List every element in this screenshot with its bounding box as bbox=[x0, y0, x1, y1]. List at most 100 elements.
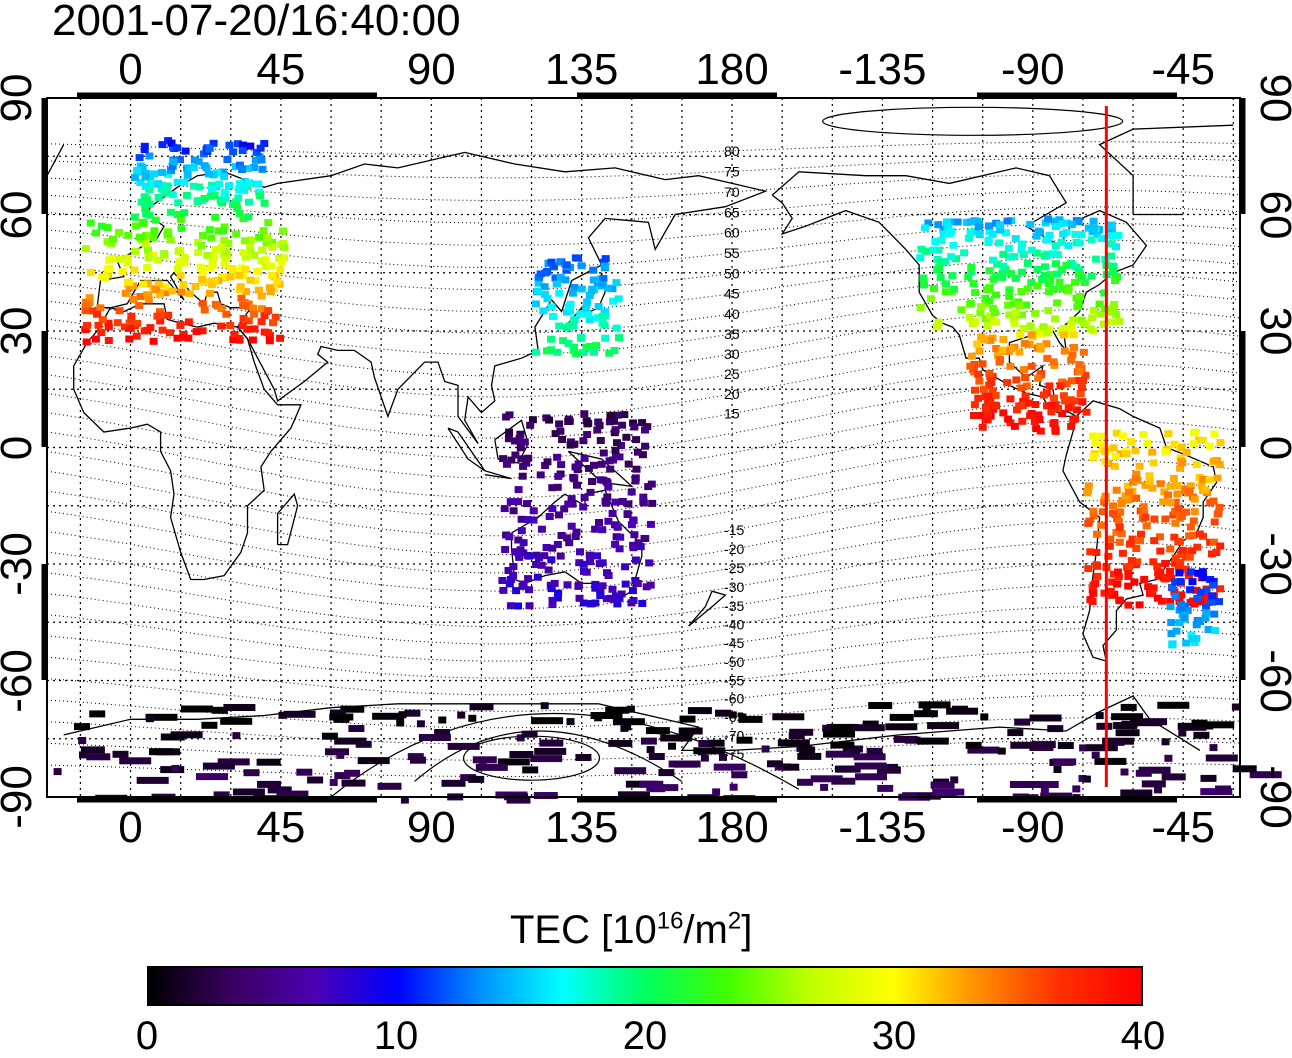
tec-cell bbox=[575, 754, 592, 761]
tec-cell bbox=[526, 421, 535, 429]
tec-cell bbox=[952, 255, 961, 263]
tec-cell bbox=[516, 734, 525, 742]
tec-cell bbox=[1087, 236, 1096, 244]
tec-cell bbox=[645, 727, 670, 735]
tec-cell bbox=[129, 295, 138, 303]
tec-cell bbox=[1100, 289, 1109, 297]
tec-cell bbox=[1084, 487, 1092, 495]
tec-cell bbox=[1201, 614, 1210, 622]
tec-cell bbox=[948, 218, 956, 226]
tec-cell bbox=[321, 732, 338, 740]
tec-cell bbox=[1107, 252, 1115, 260]
tec-cell bbox=[555, 289, 564, 297]
tec-cell bbox=[83, 321, 92, 329]
tec-cell bbox=[980, 713, 989, 721]
tec-cell bbox=[566, 441, 575, 449]
tec-cell bbox=[517, 527, 526, 535]
tec-cell bbox=[1174, 562, 1183, 570]
tec-cell bbox=[950, 776, 959, 784]
tec-cell bbox=[225, 141, 234, 149]
tec-cell bbox=[621, 563, 630, 571]
tec-cell bbox=[560, 505, 569, 513]
tec-cell bbox=[1149, 558, 1158, 566]
tec-cell bbox=[580, 410, 589, 418]
tec-cell bbox=[1015, 348, 1024, 356]
tec-cell bbox=[551, 274, 560, 282]
tec-cell bbox=[136, 178, 145, 186]
tec-cell bbox=[544, 566, 553, 574]
tec-cell bbox=[772, 713, 805, 721]
tec-cell bbox=[1023, 285, 1032, 293]
tec-cell bbox=[1148, 448, 1157, 456]
tec-cell bbox=[124, 231, 133, 239]
tec-cell bbox=[556, 273, 565, 281]
tec-cell bbox=[1164, 754, 1173, 762]
tec-cell bbox=[852, 724, 885, 732]
tec-cell bbox=[1077, 316, 1086, 324]
tec-cell bbox=[208, 181, 216, 189]
tec-cell bbox=[601, 334, 610, 342]
tec-cell bbox=[1154, 572, 1163, 580]
tec-cell bbox=[167, 167, 175, 175]
tec-cell bbox=[410, 756, 426, 764]
tec-cell bbox=[1210, 518, 1219, 526]
tec-cell bbox=[189, 164, 198, 171]
tec-cell bbox=[555, 511, 563, 519]
tec-cell bbox=[151, 216, 160, 224]
tec-cell bbox=[965, 314, 974, 321]
tec-cell bbox=[604, 517, 613, 525]
tec-cell bbox=[112, 750, 129, 758]
tec-cell bbox=[250, 310, 259, 318]
tec-cell bbox=[1088, 432, 1097, 440]
tec-cell bbox=[783, 763, 800, 771]
tec-cell bbox=[211, 213, 220, 221]
tec-cell bbox=[1167, 619, 1176, 626]
tec-cell bbox=[514, 602, 522, 610]
tec-cell bbox=[1202, 609, 1211, 617]
tec-cell bbox=[1027, 362, 1036, 370]
tec-cell bbox=[1149, 584, 1158, 592]
tec-cell bbox=[279, 227, 287, 235]
tec-cell bbox=[1060, 331, 1068, 339]
tec-cell bbox=[1005, 286, 1014, 294]
tec-cell bbox=[590, 348, 598, 356]
tec-cell bbox=[1088, 314, 1097, 322]
tec-cell bbox=[618, 791, 650, 799]
tec-cell bbox=[1097, 432, 1106, 440]
tec-cell bbox=[1149, 459, 1158, 467]
tec-cell bbox=[516, 430, 525, 438]
tec-cell bbox=[977, 303, 986, 311]
tec-cell bbox=[1070, 397, 1079, 405]
tec-cell bbox=[1093, 562, 1101, 570]
tec-cell bbox=[1075, 361, 1084, 369]
tec-cell bbox=[1030, 418, 1039, 425]
tec-cell bbox=[239, 302, 248, 310]
tec-cell bbox=[985, 222, 993, 230]
tec-cell bbox=[985, 267, 994, 275]
tec-cell bbox=[1053, 766, 1062, 773]
tec-cell bbox=[239, 249, 248, 257]
tec-cell bbox=[82, 338, 91, 346]
tec-cell bbox=[582, 344, 591, 351]
tec-cell bbox=[501, 546, 510, 553]
tec-cell bbox=[234, 194, 243, 202]
tec-cell bbox=[152, 286, 161, 294]
tec-cell bbox=[1031, 401, 1040, 408]
tec-cell bbox=[1115, 538, 1124, 546]
tec-cell bbox=[575, 559, 584, 567]
tec-cell bbox=[577, 262, 586, 270]
tec-cell bbox=[1216, 439, 1225, 447]
tec-cell bbox=[1186, 568, 1195, 576]
tec-cell bbox=[131, 247, 140, 255]
tec-cell bbox=[541, 462, 550, 469]
tec-cell bbox=[177, 288, 186, 296]
tec-cell bbox=[244, 213, 253, 221]
tec-cell bbox=[1012, 376, 1021, 384]
tec-cell bbox=[257, 318, 266, 326]
tec-cell bbox=[180, 705, 213, 713]
tec-cell bbox=[192, 328, 201, 336]
tec-cell bbox=[1010, 422, 1019, 430]
tec-cell bbox=[631, 474, 640, 482]
tec-cell bbox=[1079, 348, 1088, 356]
tec-cell bbox=[1097, 235, 1106, 243]
